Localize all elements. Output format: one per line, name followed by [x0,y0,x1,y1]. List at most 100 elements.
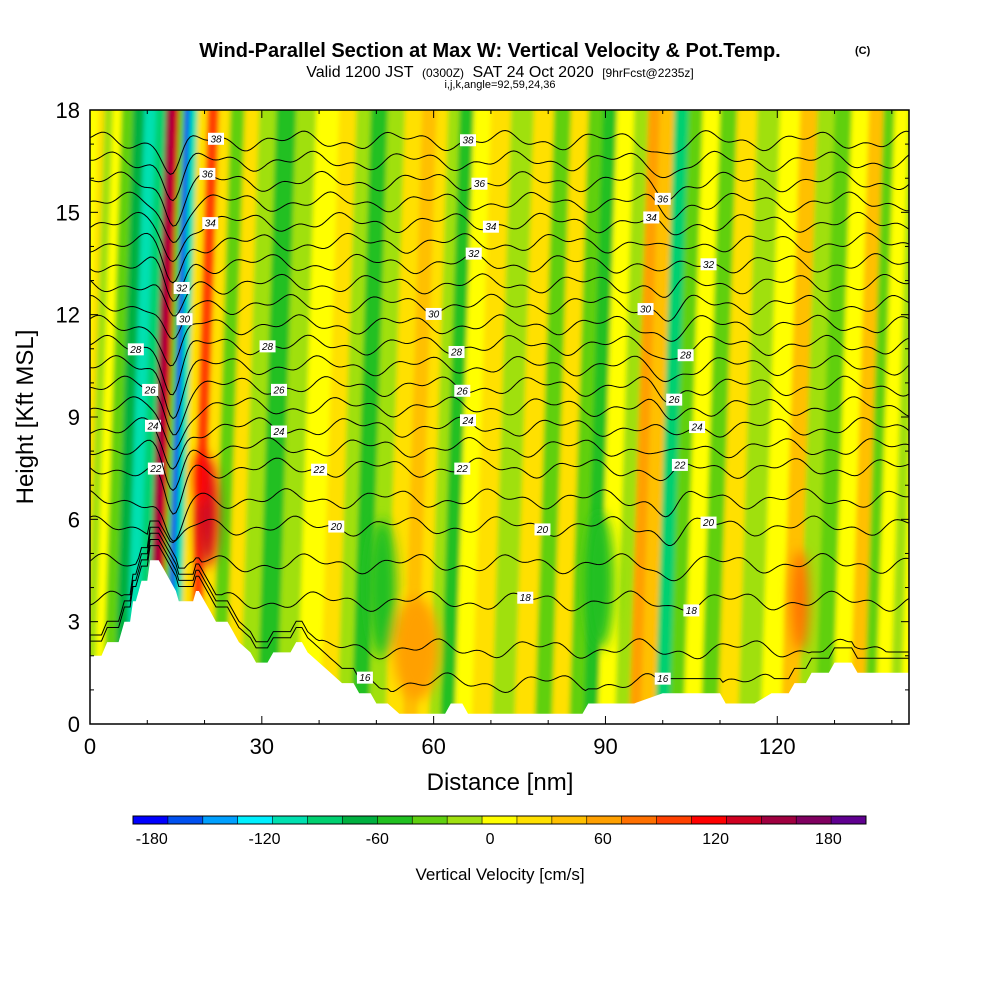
isentrope-label-bg [147,462,164,475]
isentrope-label: 38 [462,136,474,147]
velocity-band [319,110,359,724]
isentrope-label-bg [671,458,688,471]
velocity-band [640,110,677,724]
colorbar-swatch [831,816,867,824]
isentrope-label: 22 [673,460,686,471]
velocity-band [737,110,783,724]
velocity-band [534,110,574,724]
isentrope-label-bg [145,419,161,432]
y-tick-label: 18 [56,98,80,123]
isentrope-line [90,211,909,263]
chart-title: Wind-Parallel Section at Max W: Vertical… [199,40,780,62]
isentrope-label: 26 [668,395,681,406]
isentrope-label-bg [199,167,216,180]
velocity-band [136,110,168,724]
subtitle-valid: Valid 1200 JST [306,64,414,81]
isentrope-label-bg [534,523,551,536]
isentrope-label-bg [271,383,287,396]
isentrope-label-bg [454,384,471,397]
isentrope-label: 18 [686,606,698,617]
isentrope-label-bg [689,421,706,434]
colorbar-swatch [516,816,553,824]
colorbar-swatch [796,816,832,824]
isentrope-label-bg [700,516,717,529]
colorbar-swatch [377,816,413,824]
isentrope-label: 32 [703,260,715,271]
isentrope-line [90,515,909,547]
subtitle-utc: (0300Z) [422,66,464,80]
velocity-band [654,110,691,724]
y-tick-label: 0 [68,712,80,737]
velocity-cell [393,597,440,701]
isentrope-label: 28 [679,351,692,362]
colorbar-swatch [691,816,727,824]
isentrope-label: 30 [179,315,191,326]
colorbar-swatch [551,816,588,824]
colorbar-swatch [586,816,623,824]
title-copyright-mark: (C) [855,45,871,57]
velocity-band [700,110,740,724]
isentrope-line [90,129,909,175]
velocity-band [614,110,651,724]
isentrope-label-bg [425,307,442,320]
colorbar-tick-label: -180 [136,831,168,848]
isentrope-line [90,191,909,244]
velocity-cell [367,519,397,656]
isentrope-label-bg [173,281,190,294]
isentrope-label-bg [356,671,373,684]
isentrope-line [90,396,909,451]
isentrope-label-bg [643,211,660,224]
velocity-field [90,110,909,724]
isentrope-label: 38 [210,134,222,145]
colorbar-tick-label: 60 [594,831,612,848]
isentrope-line [90,488,909,542]
isentrope-label: 20 [702,518,715,529]
x-tick-label: 0 [84,734,96,759]
isentrope-label: 22 [313,465,326,476]
velocity-band [815,110,854,724]
colorbar-swatch [342,816,378,824]
isentrope-label: 22 [456,464,469,475]
isentrope-label-bg [637,303,654,316]
chart-subtitle: Valid 1200 JST (0300Z) SAT 24 Oct 2020 [… [306,64,694,81]
colorbar-swatch [447,816,483,824]
isentrope-label: 24 [272,427,285,438]
isentrope-label: 26 [456,386,469,397]
velocity-band [211,110,247,724]
isentrope-line [90,273,909,317]
isentrope-line [90,457,909,515]
isentrope-line [90,355,909,420]
isentrope-label: 16 [657,674,669,685]
colorbar-tick-label: -120 [249,831,281,848]
colorbar-swatch [482,816,518,824]
isentrope-line [90,253,909,302]
isentrope-label: 34 [646,213,658,224]
isentrope-label: 28 [450,347,463,358]
isentrope-label: 34 [205,219,217,230]
velocity-band [178,110,210,724]
isentrope-label: 36 [202,169,214,180]
isentrope-label-bg [460,134,476,147]
isentrope-label: 22 [149,464,162,475]
colorbar-swatch [237,816,274,824]
velocity-band [402,110,439,724]
isentrope-line [90,150,909,202]
velocity-band [199,110,233,724]
y-tick-label: 6 [68,507,80,532]
isentrope-label-bg [654,192,671,205]
colorbar-tick-label: 120 [702,831,729,848]
x-axis: 0 30 60 90 120 [84,110,893,759]
velocity-band [113,110,147,724]
isentrope-label-bg [311,463,328,476]
isentropes: 16 16 18 18 20 20 20 22 22 22 22 24 24 24 24 26 26 26 26 28… [90,129,909,694]
colorbar-swatch [656,816,692,824]
velocity-band [568,110,605,724]
isentrope-label: 24 [146,421,159,432]
velocity-band [440,110,476,724]
isentrope-line [90,170,909,227]
isentrope-label: 36 [657,194,669,205]
isentrope-label: 28 [261,342,274,353]
isentrope-label: 24 [691,423,704,434]
velocity-band [296,110,342,724]
